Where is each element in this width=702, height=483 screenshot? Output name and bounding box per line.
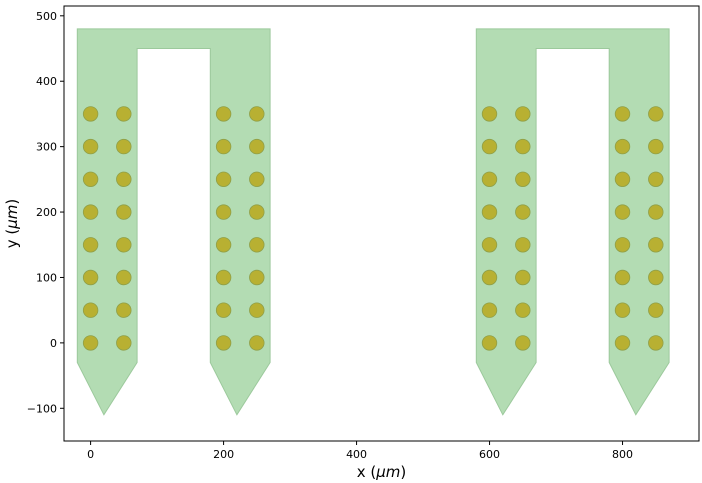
x-tick-label: 200 xyxy=(213,448,234,461)
contact-point xyxy=(215,302,232,318)
contact-point xyxy=(249,106,265,122)
contact-point xyxy=(481,335,498,351)
contact-point xyxy=(481,106,498,122)
contact-point xyxy=(249,138,265,155)
contact-point xyxy=(82,204,99,220)
contact-point xyxy=(82,302,99,318)
contact-point xyxy=(515,138,531,155)
x-axis-label-text: x ( xyxy=(357,463,377,481)
y-tick-label: 100 xyxy=(36,271,57,284)
contact-point xyxy=(82,269,99,286)
contact-point xyxy=(249,302,265,318)
contact-point xyxy=(481,237,498,253)
contact-point xyxy=(515,204,531,220)
contact-point xyxy=(116,302,132,318)
x-axis-label-close: ) xyxy=(400,463,406,481)
contact-point xyxy=(614,171,631,188)
y-axis-label-unit: μm xyxy=(3,205,21,230)
contact-point xyxy=(215,106,232,122)
contact-point xyxy=(515,237,531,253)
contact-point xyxy=(215,335,232,351)
contact-point xyxy=(515,335,531,351)
x-axis-ticks: 0 200 400 600 800 xyxy=(87,441,633,461)
contact-point xyxy=(249,237,265,253)
contact-point xyxy=(515,269,531,286)
contact-point xyxy=(648,335,664,351)
contact-point xyxy=(116,171,132,188)
x-tick-label: 600 xyxy=(479,448,500,461)
y-tick-label: 400 xyxy=(36,75,57,88)
y-axis-label-text: y ( xyxy=(3,229,21,249)
contact-point xyxy=(116,335,132,351)
x-tick-label: 800 xyxy=(612,448,633,461)
contact-point xyxy=(648,204,664,220)
x-tick-label: 0 xyxy=(87,448,94,461)
contact-point xyxy=(82,106,99,122)
axes-frame xyxy=(63,5,700,442)
contact-point xyxy=(481,171,498,188)
x-axis-label: x (μm) xyxy=(357,463,407,481)
y-axis-ticks: −100 0 100 200 300 400 500 xyxy=(27,10,64,415)
contact-point xyxy=(82,335,99,351)
contact-point xyxy=(614,106,631,122)
probe-shank-outline-1 xyxy=(76,28,271,416)
contact-point xyxy=(215,269,232,286)
contact-point xyxy=(515,302,531,318)
contact-point xyxy=(614,204,631,220)
contact-point xyxy=(116,106,132,122)
y-tick-label: 300 xyxy=(36,141,57,154)
contact-point xyxy=(648,302,664,318)
contact-point xyxy=(648,138,664,155)
contact-point xyxy=(481,204,498,220)
probe-layer xyxy=(76,28,670,416)
contact-point xyxy=(614,138,631,155)
contact-point xyxy=(215,138,232,155)
contact-point xyxy=(82,171,99,188)
contact-point xyxy=(249,171,265,188)
y-tick-label: 0 xyxy=(50,337,57,350)
y-axis-label-close: ) xyxy=(3,199,21,205)
contact-point xyxy=(481,138,498,155)
contact-point xyxy=(648,237,664,253)
y-tick-label: −100 xyxy=(27,402,57,415)
y-tick-label: 500 xyxy=(36,10,57,23)
y-axis-label: y (μm) xyxy=(3,199,21,249)
contact-point xyxy=(249,204,265,220)
contact-point xyxy=(215,204,232,220)
contact-point xyxy=(648,269,664,286)
y-tick-label: 200 xyxy=(36,206,57,219)
contact-point xyxy=(614,237,631,253)
probe-shank-outline-2 xyxy=(475,28,670,416)
contact-point xyxy=(515,106,531,122)
contact-point xyxy=(116,138,132,155)
contact-point xyxy=(215,237,232,253)
x-axis-label-unit: μm xyxy=(375,463,400,481)
x-tick-label: 400 xyxy=(346,448,367,461)
contact-point xyxy=(249,335,265,351)
contact-point xyxy=(116,204,132,220)
contact-point xyxy=(614,269,631,286)
contact-point xyxy=(215,171,232,188)
contact-point xyxy=(515,171,531,188)
contact-point xyxy=(116,269,132,286)
contact-point xyxy=(614,302,631,318)
contact-point xyxy=(481,269,498,286)
contact-point xyxy=(614,335,631,351)
contact-point xyxy=(481,302,498,318)
contact-layer xyxy=(82,106,664,351)
contact-point xyxy=(82,237,99,253)
contact-point xyxy=(249,269,265,286)
contact-point xyxy=(648,171,664,188)
contact-point xyxy=(82,138,99,155)
contact-point xyxy=(648,106,664,122)
contact-point xyxy=(116,237,132,253)
